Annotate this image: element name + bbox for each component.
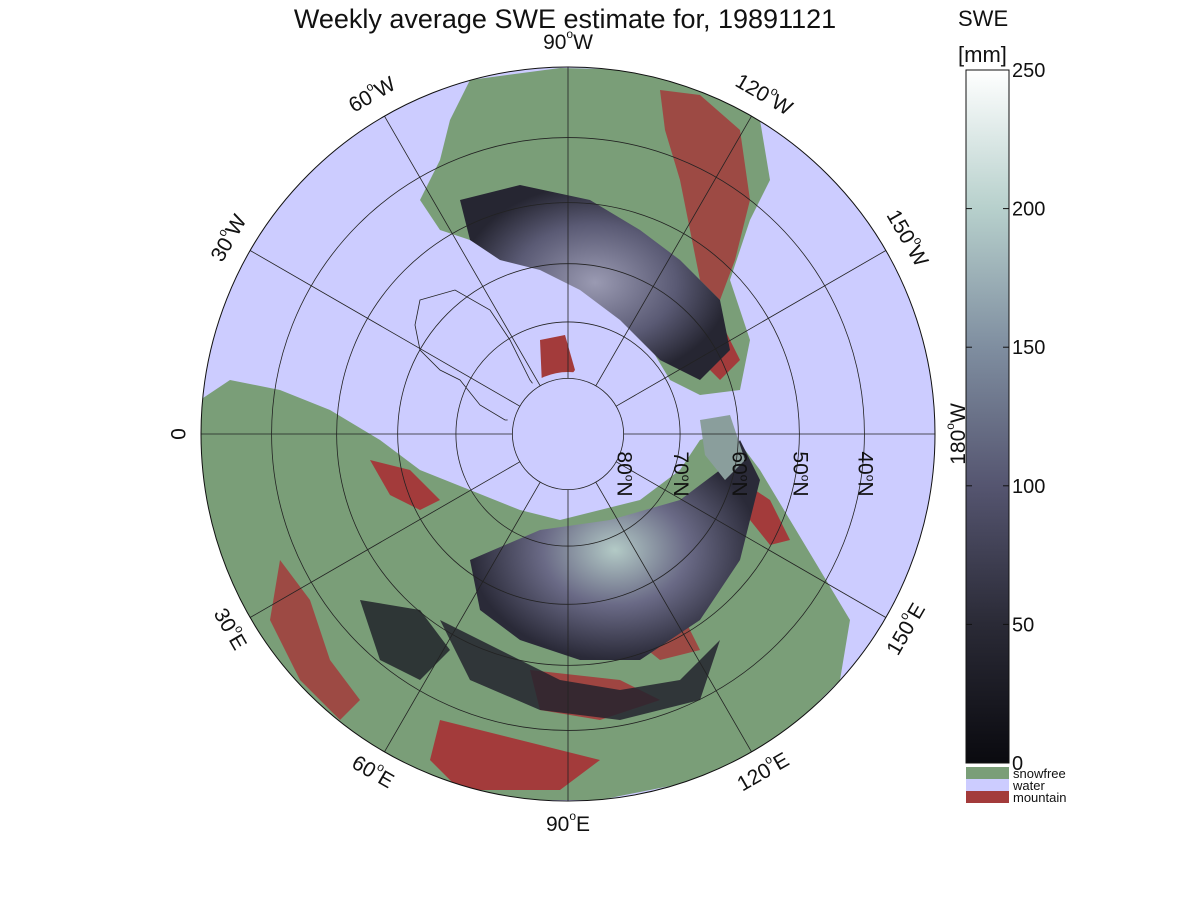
latitude-labels: 80oN 70oN 60oN 50oN 40oN [613, 451, 878, 496]
latitude-label-80n: 80oN [613, 451, 637, 496]
meridian-line-150 [615, 461, 887, 618]
colorbar-tick-label: 250 [1012, 60, 1045, 82]
longitude-grid [201, 67, 935, 801]
meridian-line-30 [249, 461, 521, 618]
meridian-line-330 [249, 250, 521, 407]
legend-label-water: water [1012, 778, 1045, 793]
colorbar-tick-label: 50 [1012, 614, 1034, 636]
map-title: Weekly average SWE estimate for, 1989112… [294, 4, 836, 34]
colorbar-tick-label: 150 [1012, 337, 1045, 359]
longitude-label-180w: 180oW [943, 403, 969, 465]
latitude-label-40n: 40oN [853, 451, 877, 496]
map-border [200, 66, 936, 802]
colorbar-tick-label: 0 [1012, 753, 1023, 775]
latitude-label-60n: 60oN [727, 451, 751, 496]
longitude-label-60w: 60oW [343, 69, 400, 117]
snow-cover [360, 185, 760, 720]
legend-label-snowfree: snowfree [1013, 766, 1066, 781]
legend-swatch-mountain [966, 791, 1009, 803]
colorbar [965, 69, 1010, 764]
colorbar-tick-label: 100 [1012, 476, 1045, 498]
latitude-label-70n: 70oN [669, 451, 693, 496]
meridian-line-120 [595, 481, 752, 753]
colorbar-label-unit: [mm] [958, 42, 1007, 67]
meridian-line-240 [595, 115, 752, 387]
colorbar-tick-label: 200 [1012, 199, 1045, 221]
longitude-label-90e: 90oE [546, 809, 590, 835]
meridian-line-300 [384, 115, 541, 387]
latitude-label-50n: 50oN [788, 451, 812, 496]
meridian-line-210 [615, 250, 887, 407]
longitude-label-0: 0 [166, 428, 189, 440]
longitude-label-90w: 90oW [543, 27, 593, 53]
colorbar-label-swe: SWE [958, 6, 1008, 31]
legend-swatch-snowfree [966, 767, 1009, 779]
meridian-line-60 [384, 481, 541, 753]
legend-label-mountain: mountain [1013, 790, 1066, 805]
polar-map [201, 67, 935, 801]
polar-ocean [506, 372, 630, 496]
legend-swatch-water [966, 779, 1009, 791]
colorbar-ticks: 0 50 100 150 200 250 [966, 60, 1045, 775]
longitude-label-30w: 30oW [203, 209, 251, 266]
